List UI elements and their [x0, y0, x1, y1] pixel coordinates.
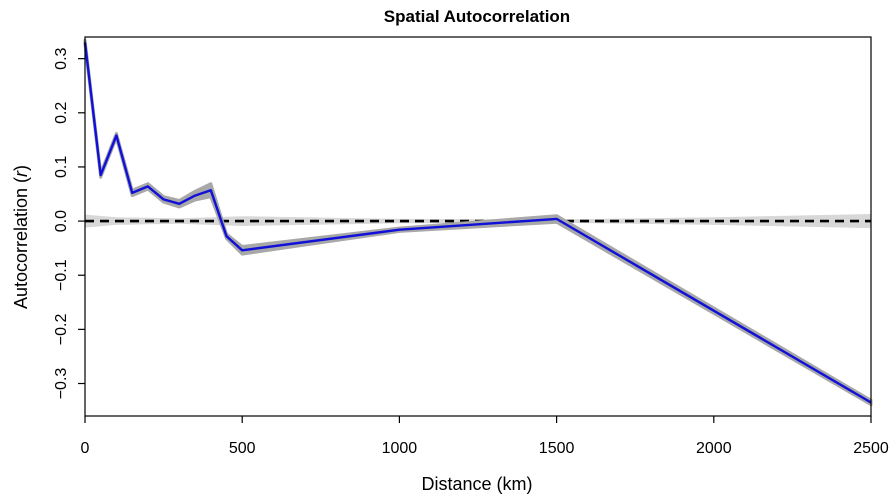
plot-area — [83, 36, 873, 417]
x-axis: 0 500 1000 1500 2000 2500 — [81, 416, 889, 457]
plot-frame — [84, 36, 872, 417]
autocorrelation-line-0 — [83, 42, 872, 404]
y-axis-label-close: ) — [11, 165, 31, 171]
y-tick-label: 0.2 — [53, 102, 70, 124]
y-axis-label-variable: r — [11, 170, 31, 177]
y-tick-label: 0.1 — [53, 156, 70, 178]
x-tick-label: 1000 — [382, 440, 418, 457]
chart-title: Spatial Autocorrelation — [384, 7, 570, 26]
y-tick-label: −0.3 — [53, 368, 70, 400]
x-axis-label: Distance (km) — [421, 474, 532, 494]
y-tick-label: 0.0 — [53, 210, 70, 232]
y-axis: −0.3 −0.2 −0.1 0.0 0.1 0.2 0.3 — [53, 47, 85, 399]
x-tick-label: 2000 — [696, 440, 732, 457]
x-tick-label: 0 — [81, 440, 90, 457]
x-tick-label: 500 — [229, 440, 256, 457]
x-tick-label: 1500 — [539, 440, 575, 457]
y-axis-label-main: Autocorrelation ( — [11, 177, 31, 309]
y-tick-label: −0.2 — [53, 314, 70, 346]
y-tick-label: −0.1 — [53, 259, 70, 291]
y-tick-label: 0.3 — [53, 47, 70, 69]
y-axis-label: Autocorrelation (r) — [11, 165, 31, 309]
x-tick-label: 2500 — [853, 440, 889, 457]
